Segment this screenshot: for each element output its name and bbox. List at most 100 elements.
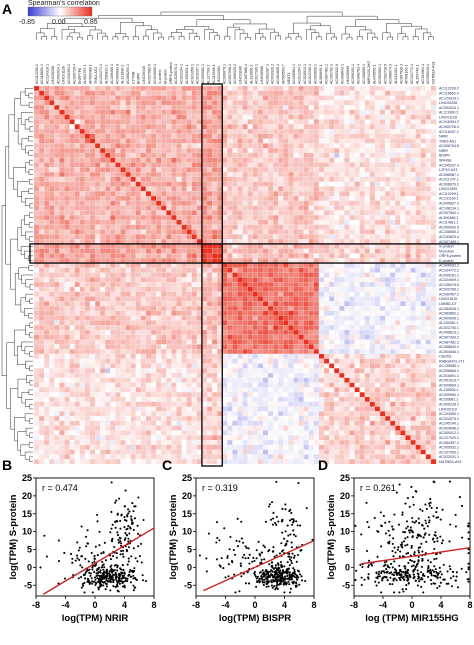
heatmap-cell bbox=[323, 315, 330, 321]
column-label: AL031282.1 bbox=[394, 65, 398, 84]
heatmap-cell bbox=[54, 286, 60, 292]
heatmap-cell bbox=[186, 286, 192, 292]
column-label: AL049555.1 bbox=[373, 65, 377, 84]
heatmap-cell bbox=[400, 124, 406, 130]
heatmap-cell bbox=[84, 306, 91, 311]
heatmap-cell bbox=[89, 258, 96, 264]
heatmap-cell bbox=[105, 200, 111, 206]
heatmap-cell bbox=[293, 176, 299, 182]
heatmap-cell bbox=[94, 339, 101, 345]
heatmap-cell bbox=[222, 368, 228, 374]
heatmap-cell bbox=[74, 334, 80, 340]
heatmap-cell bbox=[89, 301, 96, 307]
heatmap-cell bbox=[359, 306, 365, 311]
heatmap-cell bbox=[206, 253, 213, 259]
heatmap-cell bbox=[196, 243, 203, 249]
heatmap-cell bbox=[252, 162, 258, 168]
heatmap-cell bbox=[379, 119, 386, 125]
heatmap-cell bbox=[186, 344, 192, 350]
heatmap-cell bbox=[247, 344, 253, 350]
heatmap-cell bbox=[334, 224, 340, 230]
heatmap-cell bbox=[222, 329, 228, 335]
heatmap-cell bbox=[84, 353, 91, 359]
heatmap-cell bbox=[54, 262, 60, 268]
heatmap-cell bbox=[329, 90, 335, 96]
heatmap-cell bbox=[268, 253, 274, 259]
heatmap-cell bbox=[283, 306, 289, 311]
heatmap-cell bbox=[278, 358, 284, 364]
heatmap-cell bbox=[150, 138, 157, 144]
dendrogram-branch bbox=[341, 33, 350, 40]
heatmap-cell bbox=[130, 85, 136, 91]
heatmap-cell bbox=[379, 195, 386, 201]
heatmap-cell bbox=[186, 282, 192, 288]
heatmap-cell bbox=[364, 157, 370, 163]
heatmap-cell bbox=[237, 167, 243, 173]
heatmap-cell bbox=[318, 205, 325, 211]
heatmap-cell bbox=[201, 282, 208, 288]
heatmap-cell bbox=[420, 133, 426, 139]
heatmap-cell bbox=[232, 138, 238, 144]
heatmap-cell bbox=[140, 315, 147, 321]
heatmap-cell bbox=[400, 272, 406, 278]
heatmap-cell bbox=[395, 325, 401, 331]
heatmap-cell bbox=[115, 200, 121, 206]
heatmap-cell bbox=[268, 152, 274, 158]
heatmap-cell bbox=[318, 310, 325, 316]
heatmap-cell bbox=[176, 325, 182, 331]
heatmap-cell bbox=[349, 224, 355, 230]
heatmap-cell bbox=[318, 272, 325, 278]
heatmap-cell bbox=[395, 186, 401, 192]
heatmap-cell bbox=[227, 195, 233, 201]
heatmap-cell bbox=[84, 191, 91, 197]
heatmap-cell bbox=[278, 105, 284, 110]
heatmap-cell bbox=[329, 85, 335, 91]
heatmap-cell bbox=[44, 320, 50, 326]
heatmap-cell bbox=[64, 373, 70, 378]
heatmap-cell bbox=[329, 258, 335, 264]
heatmap-cell bbox=[262, 143, 269, 149]
heatmap-cell bbox=[283, 301, 289, 307]
heatmap-cell bbox=[268, 195, 274, 201]
heatmap-cell bbox=[303, 344, 309, 350]
heatmap-cell bbox=[379, 272, 386, 278]
heatmap-cell bbox=[212, 210, 218, 216]
heatmap-cell bbox=[135, 148, 141, 154]
heatmap-cell bbox=[308, 138, 314, 144]
heatmap-cell bbox=[150, 272, 157, 278]
heatmap-cell bbox=[268, 258, 274, 264]
heatmap-cell bbox=[405, 205, 411, 211]
heatmap-cell bbox=[176, 239, 182, 244]
heatmap-cell bbox=[364, 224, 370, 230]
heatmap-cell bbox=[293, 133, 299, 139]
heatmap-cell bbox=[430, 162, 437, 168]
heatmap-cell bbox=[374, 95, 381, 101]
heatmap-cell bbox=[283, 272, 289, 278]
heatmap-cell bbox=[69, 339, 75, 345]
heatmap-cell bbox=[385, 344, 391, 350]
heatmap-cell bbox=[150, 334, 157, 340]
heatmap-cell bbox=[222, 200, 228, 206]
heatmap-cell bbox=[115, 128, 121, 134]
heatmap-cell bbox=[232, 262, 238, 268]
heatmap-cell bbox=[359, 152, 365, 158]
heatmap-cell bbox=[181, 363, 187, 369]
heatmap-cell bbox=[166, 85, 172, 91]
heatmap-cell bbox=[161, 224, 167, 230]
heatmap-cell bbox=[262, 224, 269, 230]
heatmap-cell bbox=[94, 181, 101, 187]
heatmap-cell bbox=[100, 95, 106, 101]
heatmap-cell bbox=[176, 100, 182, 106]
heatmap-cell bbox=[125, 267, 131, 273]
heatmap-cell bbox=[379, 172, 386, 177]
heatmap-cell bbox=[100, 291, 106, 297]
heatmap-cell bbox=[349, 105, 355, 110]
heatmap-cell bbox=[262, 167, 269, 173]
heatmap-cell bbox=[430, 100, 437, 106]
heatmap-cell bbox=[115, 286, 121, 292]
heatmap-cell bbox=[298, 325, 304, 331]
heatmap-cell bbox=[232, 310, 238, 316]
heatmap-cell bbox=[145, 296, 152, 302]
heatmap-cell bbox=[232, 363, 238, 369]
heatmap-cell bbox=[344, 363, 350, 369]
